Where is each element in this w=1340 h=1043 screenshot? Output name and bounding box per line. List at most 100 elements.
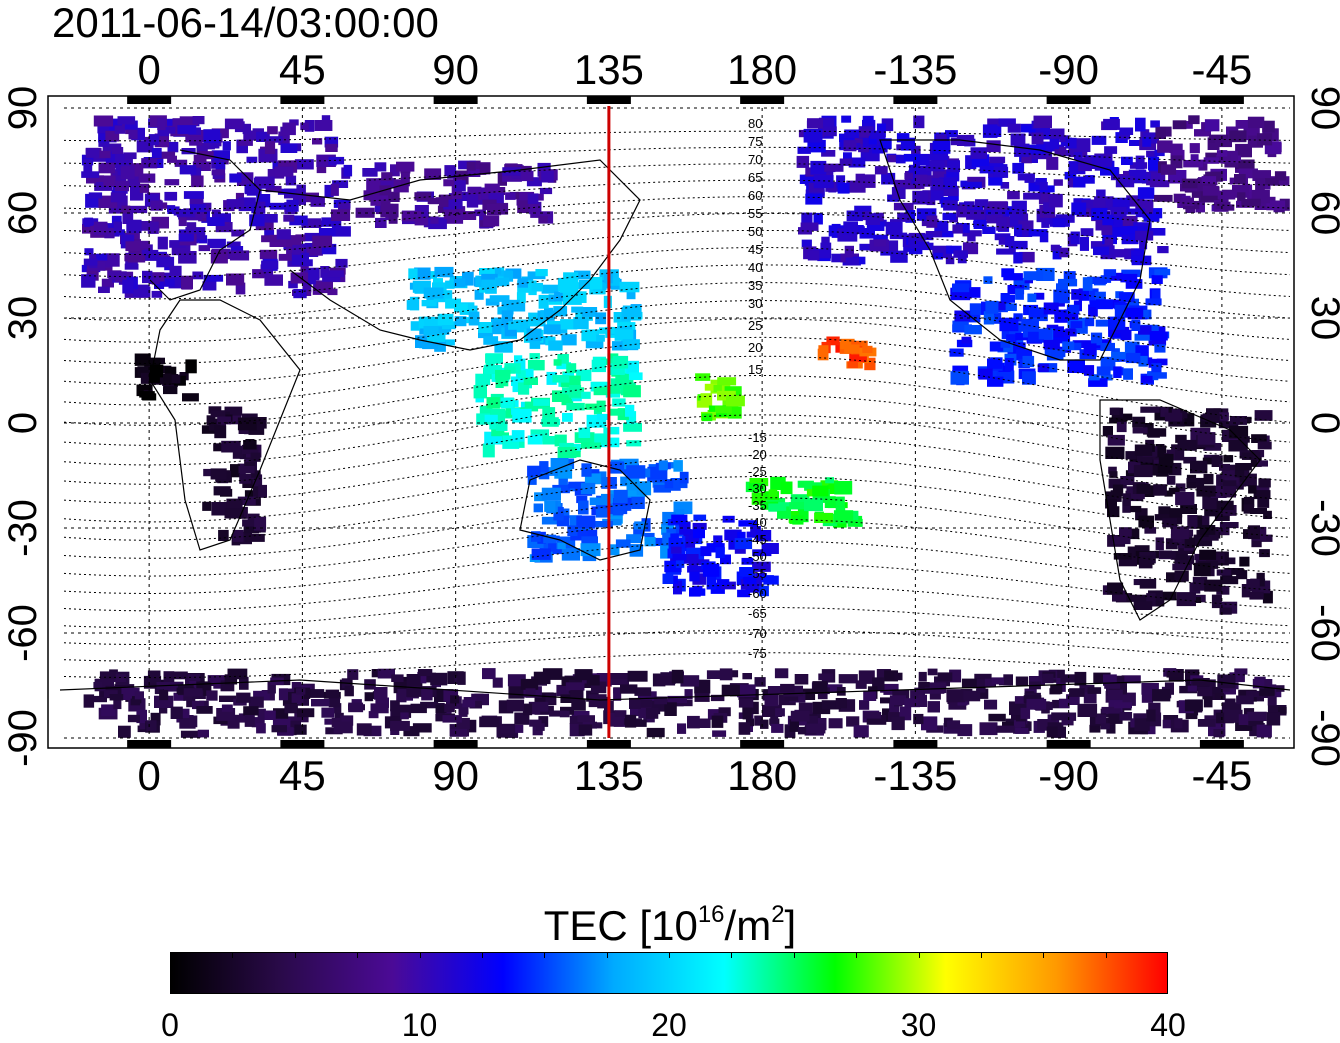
right-axis-label: -60: [1303, 604, 1340, 662]
tec-cell: [456, 717, 470, 730]
tec-cell: [821, 700, 841, 710]
tec-cell: [687, 715, 700, 729]
tec-cell: [486, 397, 500, 409]
tec-cell: [568, 481, 588, 489]
tec-cell: [1132, 427, 1148, 434]
tec-cell: [1199, 549, 1217, 560]
tec-cell: [484, 183, 500, 194]
tec-cell: [1050, 348, 1066, 358]
tec-cell: [1110, 206, 1127, 217]
tec-cell: [646, 727, 665, 738]
tec-cell: [1113, 366, 1122, 378]
colorbar-title: TEC [1016/m2]: [0, 890, 1340, 951]
bottom-axis-label: -45: [1192, 752, 1253, 799]
tec-cell: [380, 200, 391, 214]
tec-cell: [1165, 538, 1178, 550]
contour-label: 50: [748, 224, 762, 239]
tec-cell: [210, 410, 226, 418]
tec-cell: [580, 442, 592, 449]
tec-cell: [612, 355, 629, 369]
tec-cell: [557, 447, 577, 458]
tec-cell: [718, 707, 731, 717]
tec-cell: [421, 688, 433, 701]
tec-cell: [481, 273, 498, 282]
tec-cell: [1087, 276, 1107, 284]
tec-cell: [1077, 703, 1098, 717]
tec-cell: [1132, 416, 1146, 428]
tec-cell: [625, 404, 635, 417]
tec-cell: [1238, 168, 1258, 179]
tec-cell: [828, 225, 845, 237]
tec-cell: [443, 179, 463, 187]
tec-cell: [742, 673, 752, 680]
contour-label: 45: [748, 242, 762, 257]
tec-cell: [1257, 460, 1268, 467]
tec-cell: [1248, 525, 1260, 540]
tec-cell: [1145, 439, 1155, 448]
tec-cell: [1038, 190, 1051, 205]
tec-cell: [553, 306, 568, 317]
tec-cell: [1124, 341, 1140, 354]
tec-cell: [207, 217, 225, 226]
tec-cell: [541, 170, 554, 183]
tec-cell: [797, 508, 809, 523]
tec-cell: [289, 215, 308, 226]
colorbar-tick: [419, 952, 421, 958]
tec-cell: [780, 481, 793, 495]
tec-cell: [450, 728, 468, 737]
tec-cell: [206, 690, 218, 701]
contour-label: 40: [748, 260, 762, 275]
tec-cell: [474, 209, 486, 217]
tec-cell: [312, 288, 322, 295]
tec-cell: [737, 684, 756, 698]
tec-cell: [774, 668, 789, 679]
tec-cell: [1274, 171, 1287, 181]
tec-cell: [626, 289, 636, 300]
tec-cell: [378, 178, 396, 189]
colorbar-tick: [793, 952, 795, 958]
tec-cell: [1152, 689, 1171, 702]
axis-tick: [586, 740, 631, 748]
tec-cell: [831, 253, 847, 263]
tec-cell: [679, 521, 691, 535]
tec-cell: [1134, 444, 1153, 456]
tec-cell: [1065, 137, 1077, 149]
tec-cell: [508, 685, 525, 699]
tec-cell: [1202, 413, 1220, 422]
tec-cell: [508, 321, 521, 330]
tec-cell: [1120, 329, 1132, 341]
tec-cell: [841, 115, 852, 123]
tec-cell: [543, 295, 557, 302]
axis-tick: [127, 740, 172, 748]
tec-cell: [408, 268, 418, 280]
tec-cell: [614, 710, 627, 717]
tec-cell: [1095, 319, 1110, 327]
tec-cell: [481, 279, 496, 291]
tec-cell: [1089, 300, 1100, 308]
tec-cell: [984, 678, 995, 687]
tec-cell: [983, 276, 993, 284]
tec-cell: [1119, 527, 1132, 537]
tec-cell: [1058, 698, 1069, 708]
tec-cell: [1105, 491, 1115, 505]
tec-cell: [1278, 706, 1287, 714]
tec-cell: [619, 501, 632, 511]
tec-cell: [1256, 133, 1273, 146]
tec-cell: [1121, 215, 1138, 227]
tec-cell: [895, 154, 906, 164]
tec-cell: [1122, 500, 1131, 513]
tec-cell: [590, 334, 605, 342]
tec-cell: [1252, 170, 1271, 181]
tec-cell: [125, 241, 141, 251]
tec-cell: [424, 672, 436, 683]
tec-cell: [1084, 175, 1095, 184]
tec-cell: [529, 338, 541, 349]
tec-cell: [859, 243, 870, 251]
tec-cell: [239, 473, 252, 484]
tec-cell: [915, 234, 934, 241]
tec-cell: [706, 670, 727, 679]
tec-cell: [993, 166, 1009, 178]
tec-cell: [491, 317, 506, 326]
tec-cell: [1216, 569, 1232, 576]
tec-cell: [631, 495, 645, 509]
